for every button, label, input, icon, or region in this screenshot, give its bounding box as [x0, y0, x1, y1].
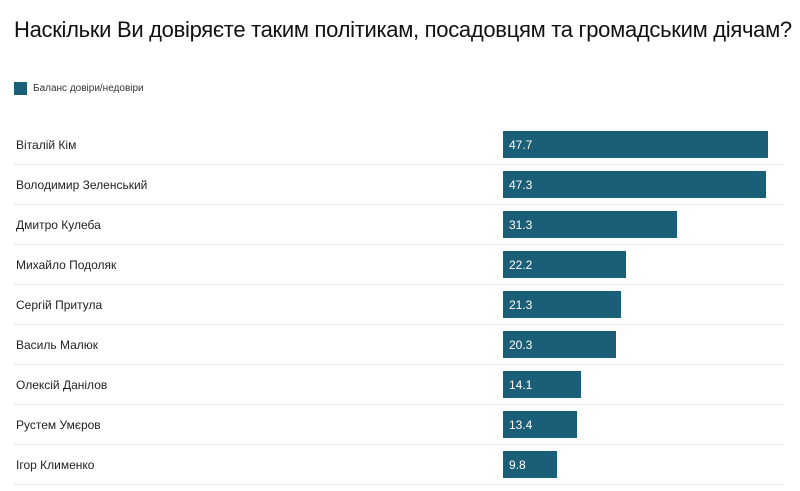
bar-row: Сергій Притула 21.3	[14, 285, 784, 325]
bar-row: Рустем Умєров 13.4	[14, 405, 784, 445]
data-label: 14.1	[509, 378, 533, 392]
legend: Баланс довіри/недовіри	[14, 82, 144, 95]
data-label: 9.8	[509, 458, 526, 472]
data-label: 13.4	[509, 418, 533, 432]
data-label: 47.3	[509, 178, 533, 192]
chart-title: Наскільки Ви довіряєте таким політикам, …	[14, 17, 792, 42]
bar-row: Дмитро Кулеба 31.3	[14, 205, 784, 245]
category-label: Михайло Подоляк	[16, 258, 117, 272]
category-label: Дмитро Кулеба	[16, 218, 101, 232]
category-label: Сергій Притула	[16, 298, 103, 312]
category-label: Володимир Зеленський	[16, 178, 148, 192]
legend-swatch	[14, 82, 27, 95]
category-label: Олексій Данілов	[16, 378, 108, 392]
legend-label: Баланс довіри/недовіри	[33, 83, 144, 94]
data-label: 31.3	[509, 218, 533, 232]
category-label: Ігор Клименко	[16, 458, 95, 472]
bar-row: Олексій Данілов 14.1	[14, 365, 784, 405]
category-label: Віталій Кім	[16, 138, 77, 152]
bar-row: Михайло Подоляк 22.2	[14, 245, 784, 285]
bar: 22.2	[503, 251, 627, 278]
bar: 14.1	[503, 371, 582, 398]
bar: 9.8	[503, 451, 558, 478]
bar-row: Василь Малюк 20.3	[14, 325, 784, 365]
category-label: Рустем Умєров	[16, 418, 101, 432]
category-label: Василь Малюк	[16, 338, 99, 352]
bar: 20.3	[503, 331, 616, 358]
bar-row: Віталій Кім 47.7	[14, 125, 784, 165]
bar: 31.3	[503, 211, 677, 238]
bar: 47.3	[503, 171, 766, 198]
data-label: 22.2	[509, 258, 533, 272]
bar: 13.4	[503, 411, 578, 438]
data-label: 21.3	[509, 298, 533, 312]
bar-row: Ігор Клименко 9.8	[14, 445, 784, 485]
data-label: 47.7	[509, 138, 533, 152]
bar: 21.3	[503, 291, 622, 318]
data-label: 20.3	[509, 338, 533, 352]
bar: 47.7	[503, 131, 768, 158]
bar-row: Володимир Зеленський 47.3	[14, 165, 784, 205]
